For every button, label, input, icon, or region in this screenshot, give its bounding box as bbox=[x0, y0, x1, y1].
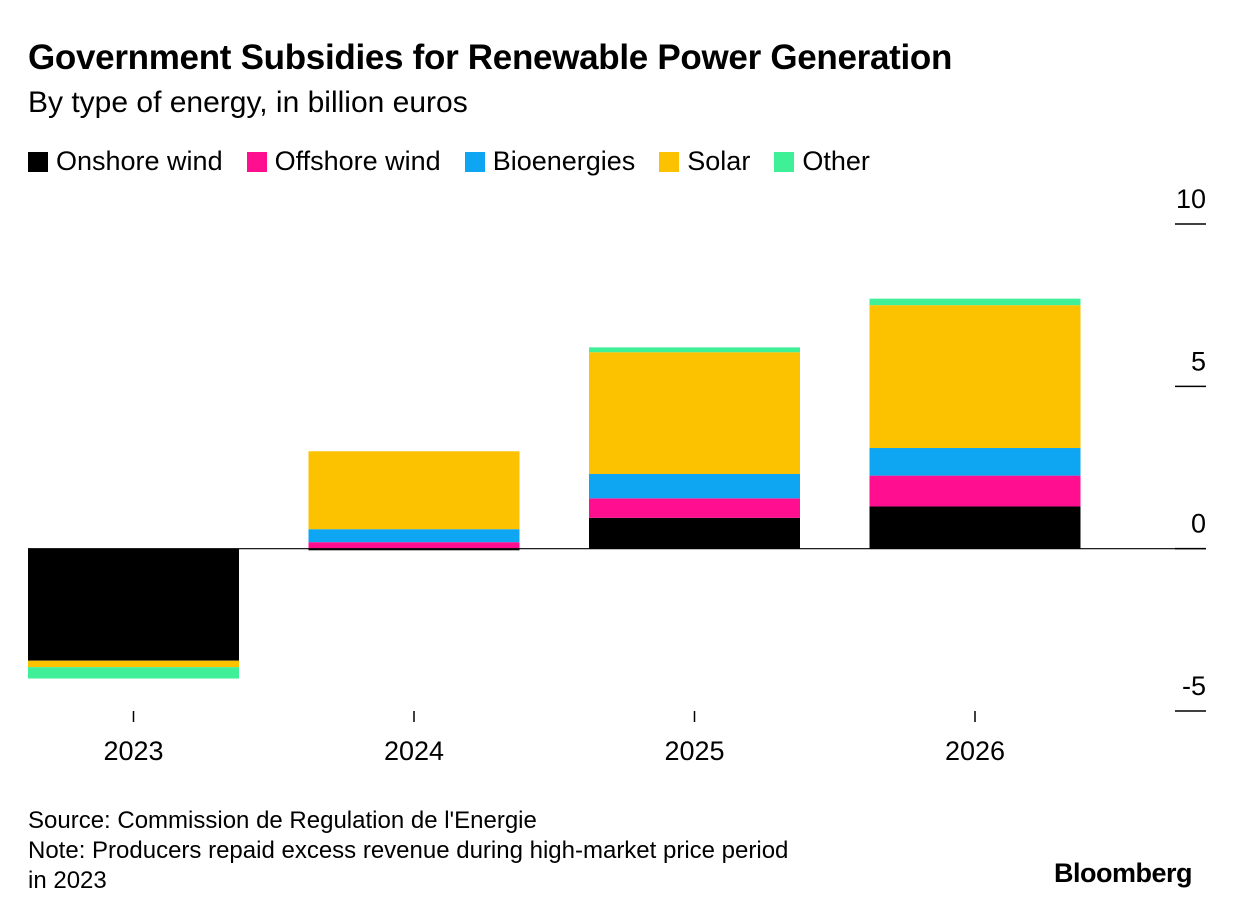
bar-onshore-wind-2023 bbox=[28, 548, 239, 661]
legend-swatch-bioenergies bbox=[464, 151, 485, 172]
y-tick-label-0: 0 bbox=[1191, 509, 1206, 539]
legend-label-offshore-wind: Offshore wind bbox=[274, 146, 441, 176]
bar-bioenergies-2026 bbox=[869, 448, 1081, 476]
chart-subtitle: By type of energy, in billion euros bbox=[28, 86, 468, 119]
bloomberg-logo: Bloomberg bbox=[1054, 858, 1193, 888]
y-tick-label--5: -5 bbox=[1182, 671, 1206, 701]
bar-other-2026 bbox=[869, 298, 1081, 306]
bar-offshore-wind-2026 bbox=[869, 475, 1081, 507]
x-tick-label-2026: 2026 bbox=[945, 736, 1005, 766]
legend-swatch-offshore-wind bbox=[246, 151, 267, 172]
legend-item-solar: Solar bbox=[659, 146, 750, 177]
bar-offshore-wind-2025 bbox=[589, 498, 800, 518]
bar-solar-2024 bbox=[308, 451, 520, 530]
source-note: Source: Commission de Regulation de l'En… bbox=[28, 807, 537, 834]
legend-label-onshore-wind: Onshore wind bbox=[56, 146, 223, 176]
legend-label-bioenergies: Bioenergies bbox=[492, 146, 636, 176]
bar-onshore-wind-2024 bbox=[308, 548, 520, 551]
bar-other-2025 bbox=[589, 347, 800, 353]
legend: Onshore wind Offshore wind Bioenergies S… bbox=[28, 146, 894, 177]
y-tick-label-10: 10 bbox=[1176, 184, 1206, 214]
x-tick-label-2024: 2024 bbox=[384, 736, 444, 766]
bar-solar-2023 bbox=[28, 660, 239, 668]
bar-onshore-wind-2026 bbox=[869, 506, 1081, 549]
bar-onshore-wind-2025 bbox=[589, 517, 800, 549]
chart-title: Government Subsidies for Renewable Power… bbox=[28, 38, 953, 77]
x-tick-label-2025: 2025 bbox=[664, 736, 724, 766]
legend-item-offshore-wind: Offshore wind bbox=[246, 146, 441, 177]
x-tick-label-2023: 2023 bbox=[103, 736, 163, 766]
bar-solar-2025 bbox=[589, 352, 800, 474]
bar-offshore-wind-2024 bbox=[308, 542, 520, 549]
bar-bioenergies-2024 bbox=[308, 529, 520, 543]
legend-swatch-other bbox=[774, 151, 795, 172]
y-tick-label-5: 5 bbox=[1191, 346, 1206, 376]
bar-other-2023 bbox=[28, 667, 239, 679]
legend-item-other: Other bbox=[774, 146, 870, 177]
legend-label-other: Other bbox=[802, 146, 870, 176]
legend-swatch-onshore-wind bbox=[28, 151, 48, 172]
chart-footer: Source: Commission de Regulation de l'En… bbox=[28, 806, 788, 896]
stacked-bar-chart: 2023 2024 2025 2026 -5 0 5 10 bbox=[28, 184, 1206, 766]
note-line-2: in 2023 bbox=[28, 867, 107, 894]
legend-item-bioenergies: Bioenergies bbox=[464, 146, 636, 177]
bar-bioenergies-2025 bbox=[589, 473, 800, 499]
legend-item-onshore-wind: Onshore wind bbox=[28, 146, 223, 177]
legend-swatch-solar bbox=[659, 151, 680, 172]
bar-solar-2026 bbox=[869, 305, 1081, 449]
legend-label-solar: Solar bbox=[687, 146, 751, 176]
note-line-1: Note: Producers repaid excess revenue du… bbox=[28, 837, 789, 864]
